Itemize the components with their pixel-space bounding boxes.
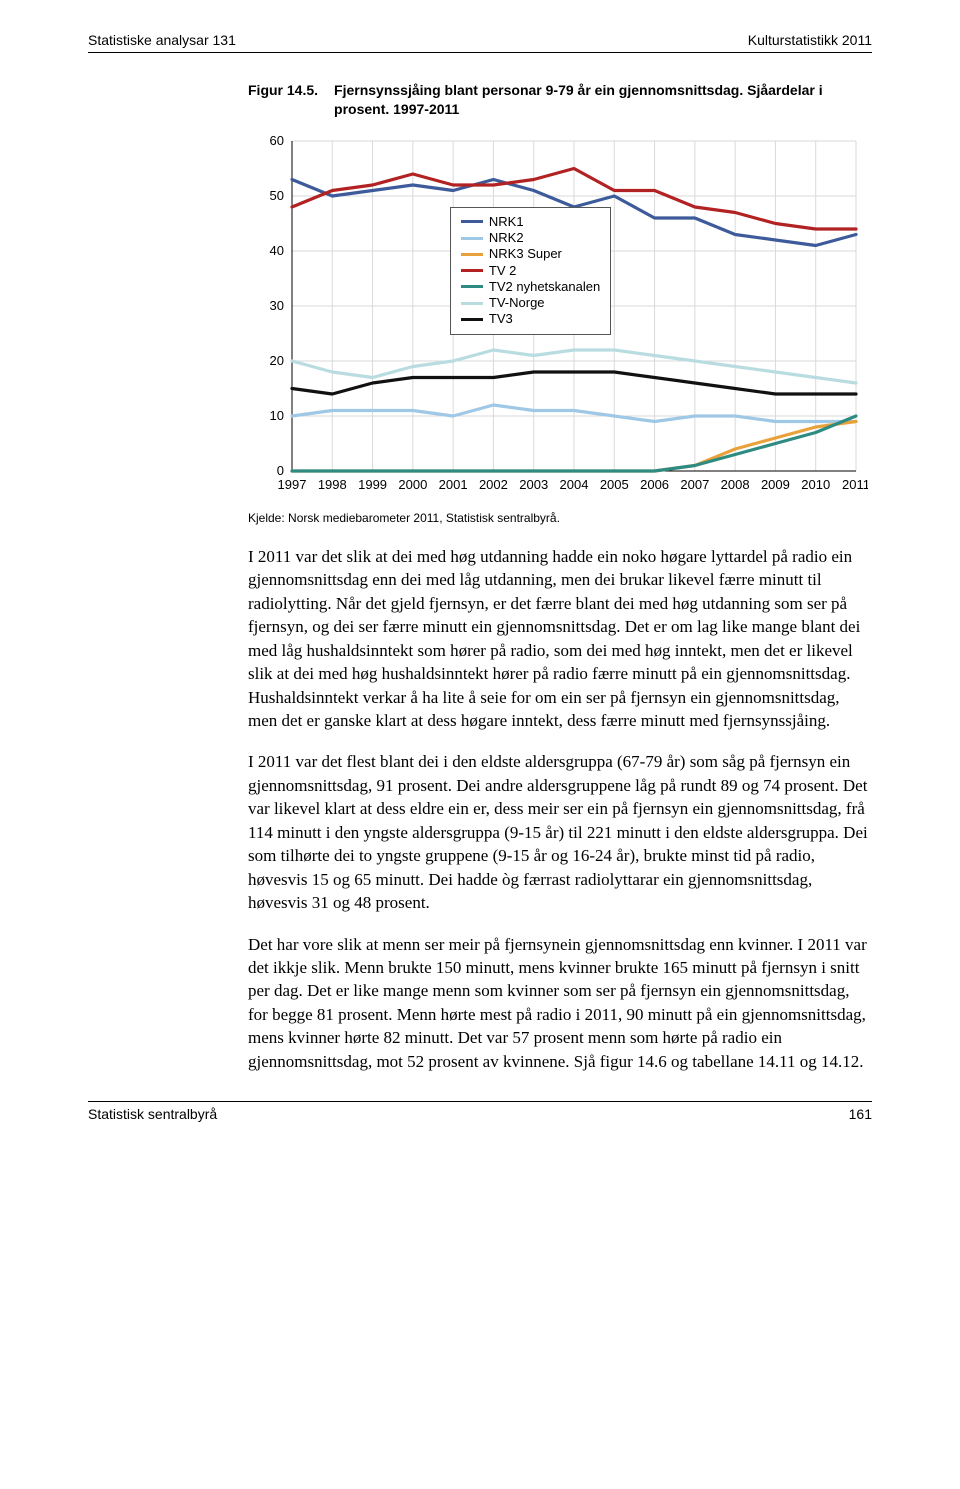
paragraph-1: I 2011 var det slik at dei med høg utdan… [248, 545, 872, 733]
page-footer: Statistisk sentralbyrå 161 [88, 1101, 872, 1122]
svg-text:2006: 2006 [640, 477, 669, 492]
legend-swatch [461, 302, 483, 305]
svg-text:10: 10 [270, 408, 284, 423]
figure-block: Figur 14.5. Fjernsynssjåing blant person… [248, 81, 872, 1073]
legend-swatch [461, 318, 483, 321]
figure-caption: Fjernsynssjåing blant personar 9-79 år e… [334, 81, 872, 119]
svg-text:30: 30 [270, 298, 284, 313]
legend-row: NRK2 [461, 230, 600, 246]
legend-label: TV3 [489, 311, 513, 327]
figure-header: Figur 14.5. Fjernsynssjåing blant person… [248, 81, 872, 119]
svg-text:60: 60 [270, 133, 284, 148]
paragraph-3: Det har vore slik at menn ser meir på fj… [248, 933, 872, 1074]
svg-text:2003: 2003 [519, 477, 548, 492]
svg-text:20: 20 [270, 353, 284, 368]
body-text: I 2011 var det slik at dei med høg utdan… [248, 545, 872, 1074]
legend-label: TV2 nyhetskanalen [489, 279, 600, 295]
svg-text:2004: 2004 [560, 477, 589, 492]
svg-text:2002: 2002 [479, 477, 508, 492]
chart-legend: NRK1NRK2NRK3 SuperTV 2TV2 nyhetskanalenT… [450, 207, 611, 335]
running-header-right: Kulturstatistikk 2011 [748, 32, 872, 48]
legend-swatch [461, 253, 483, 256]
footer-left: Statistisk sentralbyrå [88, 1106, 217, 1122]
legend-label: NRK1 [489, 214, 524, 230]
svg-text:2007: 2007 [680, 477, 709, 492]
chart-container: 0 10 20 30 40 50 60 1997 1998 1999 2000 2001 2002 200… [248, 131, 868, 501]
footer-page-number: 161 [849, 1106, 872, 1122]
legend-swatch [461, 285, 483, 288]
legend-swatch [461, 269, 483, 272]
svg-text:1998: 1998 [318, 477, 347, 492]
legend-row: TV2 nyhetskanalen [461, 279, 600, 295]
legend-swatch [461, 220, 483, 223]
legend-label: NRK2 [489, 230, 524, 246]
figure-number: Figur 14.5. [248, 81, 318, 119]
running-header-left: Statistiske analysar 131 [88, 32, 236, 48]
legend-row: NRK3 Super [461, 246, 600, 262]
page: Statistiske analysar 131 Kulturstatistik… [0, 0, 960, 1170]
legend-row: TV3 [461, 311, 600, 327]
paragraph-2: I 2011 var det flest blant dei i den eld… [248, 750, 872, 914]
legend-swatch [461, 237, 483, 240]
svg-text:0: 0 [277, 463, 284, 478]
svg-text:2011: 2011 [842, 477, 868, 492]
svg-text:50: 50 [270, 188, 284, 203]
svg-text:2005: 2005 [600, 477, 629, 492]
svg-text:2000: 2000 [398, 477, 427, 492]
running-header: Statistiske analysar 131 Kulturstatistik… [88, 32, 872, 53]
svg-text:1999: 1999 [358, 477, 387, 492]
figure-source: Kjelde: Norsk mediebarometer 2011, Stati… [248, 511, 872, 525]
svg-text:2009: 2009 [761, 477, 790, 492]
legend-row: NRK1 [461, 214, 600, 230]
svg-text:2008: 2008 [721, 477, 750, 492]
legend-label: TV-Norge [489, 295, 545, 311]
legend-row: TV-Norge [461, 295, 600, 311]
svg-text:40: 40 [270, 243, 284, 258]
legend-label: NRK3 Super [489, 246, 562, 262]
svg-text:2001: 2001 [439, 477, 468, 492]
svg-text:2010: 2010 [801, 477, 830, 492]
legend-row: TV 2 [461, 263, 600, 279]
svg-text:1997: 1997 [278, 477, 307, 492]
legend-label: TV 2 [489, 263, 516, 279]
